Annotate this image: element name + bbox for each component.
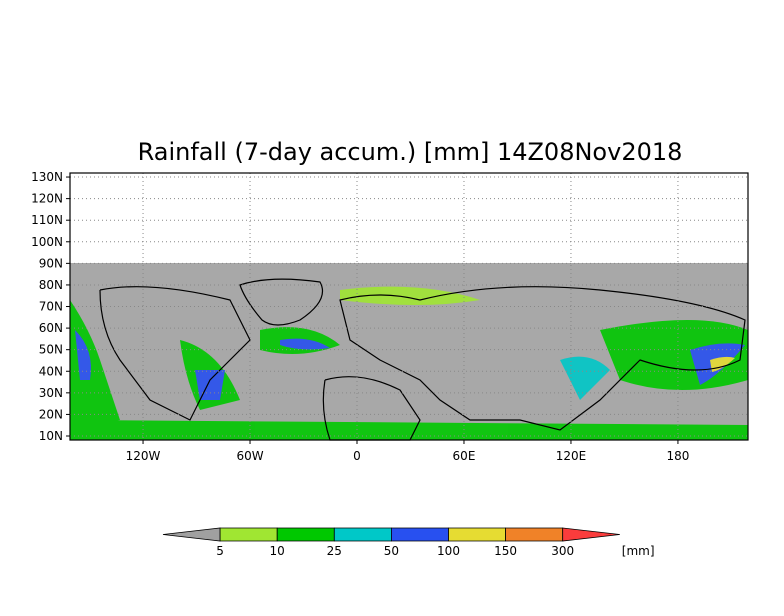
- colorbar-swatch: [333, 527, 392, 542]
- colorbar-swatch: [391, 527, 449, 542]
- lat-label: 70N: [39, 300, 63, 314]
- colorbar-label: 25: [327, 544, 342, 558]
- coastlines: [99, 278, 746, 441]
- colorbar-label: 5: [216, 544, 224, 558]
- lon-label: 120E: [556, 449, 587, 463]
- lat-label: 30N: [39, 386, 63, 400]
- colorbar-unit: [mm]: [622, 544, 655, 558]
- colorbar-label: 300: [551, 544, 574, 558]
- lat-label: 20N: [39, 407, 63, 421]
- lon-label: 60E: [453, 449, 476, 463]
- lon-label: 0: [353, 449, 361, 463]
- colorbar: 5 10 25 50 100 150 300 [mm]: [162, 527, 655, 558]
- lat-label: 110N: [31, 213, 63, 227]
- colorbar-label: 150: [494, 544, 517, 558]
- colorbar-swatch: [448, 527, 506, 542]
- lat-label: 40N: [39, 364, 63, 378]
- colorbar-swatch: [276, 527, 335, 542]
- colorbar-swatch: [505, 527, 564, 542]
- colorbar-swatch: [562, 527, 620, 542]
- colorbar-swatch: [162, 527, 221, 542]
- lat-label: 50N: [39, 343, 63, 357]
- map-title: Rainfall (7-day accum.) [mm] 14Z08Nov201…: [138, 138, 683, 166]
- lat-label: 10N: [39, 429, 63, 443]
- lat-label: 90N: [39, 256, 63, 270]
- lat-label: 130N: [31, 170, 63, 184]
- lat-label: 80N: [39, 278, 63, 292]
- lat-label: 100N: [31, 235, 63, 249]
- rain-areas: [70, 286, 748, 440]
- colorbar-label: 50: [384, 544, 399, 558]
- lon-label: 60W: [236, 449, 263, 463]
- colorbar-swatch: [219, 527, 278, 542]
- lat-label: 60N: [39, 321, 63, 335]
- colorbar-label: 10: [270, 544, 285, 558]
- lat-label: 120N: [31, 192, 63, 206]
- colorbar-label: 100: [437, 544, 460, 558]
- lon-label: 120W: [126, 449, 161, 463]
- lon-label: 180: [666, 449, 689, 463]
